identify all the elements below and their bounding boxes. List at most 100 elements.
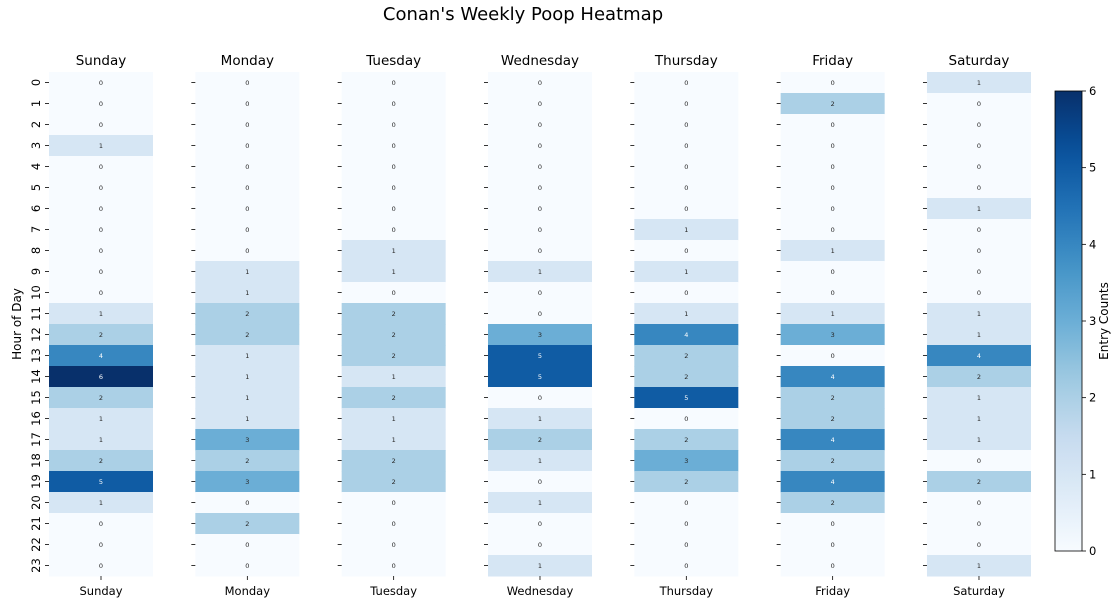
cell-value-label: 2: [392, 394, 396, 402]
cell-value-label: 0: [99, 184, 103, 192]
y-tick-label: 21: [29, 516, 43, 531]
heatmap-cell: [926, 282, 1031, 304]
heatmap-cell: [195, 513, 300, 535]
cell-value-label: 2: [392, 310, 396, 318]
cell-value-label: 2: [99, 331, 103, 339]
heatmap-cell: [195, 198, 300, 220]
cell-value-label: 4: [977, 352, 981, 360]
heatmap-cell: [49, 72, 153, 94]
cell-value-label: 0: [684, 247, 688, 255]
cell-value-label: 1: [684, 310, 688, 318]
cell-value-label: 1: [977, 205, 981, 213]
y-tick-label: 23: [29, 558, 43, 573]
colorbar-tick-label: 0: [1089, 544, 1096, 558]
cell-value-label: 3: [538, 331, 542, 339]
heatmap-cell: [341, 198, 446, 220]
cell-value-label: 0: [684, 562, 688, 570]
cell-value-label: 0: [977, 226, 981, 234]
heatmap-cell: [487, 345, 592, 367]
cell-value-label: 1: [245, 394, 249, 402]
panel-title-tuesday: Tuesday: [365, 53, 421, 69]
heatmap-cell: [634, 261, 739, 283]
heatmap-cell: [487, 408, 592, 430]
cell-value-label: 0: [245, 121, 249, 129]
heatmap-cell: [780, 429, 885, 451]
cell-value-label: 3: [245, 436, 249, 444]
heatmap-cell: [926, 219, 1031, 241]
cell-value-label: 1: [245, 268, 249, 276]
cell-value-label: 1: [392, 415, 396, 423]
heatmap-cell: [780, 471, 885, 493]
heatmap-cell: [487, 240, 592, 262]
colorbar-gradient: [1054, 90, 1083, 552]
heatmap-cell: [341, 555, 446, 577]
cell-value-label: 4: [831, 373, 835, 381]
cell-value-label: 2: [831, 415, 835, 423]
cell-value-label: 1: [99, 415, 103, 423]
heatmap-cell: [780, 156, 885, 178]
heatmap-cell: [195, 366, 300, 388]
heatmap-cell: [195, 534, 300, 556]
cell-value-label: 1: [538, 415, 542, 423]
heatmap-cell: [49, 534, 153, 556]
cell-value-label: 0: [831, 121, 835, 129]
heatmap-cell: [780, 324, 885, 346]
heatmap-cell: [780, 555, 885, 577]
cell-value-label: 2: [99, 394, 103, 402]
y-tick-label: 3: [29, 142, 43, 149]
y-tick-label: 6: [29, 205, 43, 212]
heatmap-cell: [49, 114, 153, 136]
cell-value-label: 0: [538, 142, 542, 150]
cell-value-label: 0: [392, 100, 396, 108]
heatmap-cell: [487, 303, 592, 325]
heatmap-cell: [487, 156, 592, 178]
cell-value-label: 0: [538, 394, 542, 402]
cell-value-label: 0: [99, 79, 103, 87]
heatmap-cell: [49, 366, 153, 388]
heatmap-cell: [926, 156, 1031, 178]
cell-value-label: 5: [538, 373, 542, 381]
heatmap-cell: [926, 387, 1031, 409]
heatmap-cell: [926, 72, 1031, 94]
heatmap-cell: [49, 387, 153, 409]
cell-value-label: 1: [831, 247, 835, 255]
heatmap-cell: [634, 114, 739, 136]
heatmap-cell: [487, 450, 592, 472]
heatmap-cell: [926, 366, 1031, 388]
cell-value-label: 1: [684, 226, 688, 234]
y-tick-label: 2: [29, 121, 43, 128]
heatmap-cell: [926, 135, 1031, 157]
heatmap-cell: [341, 303, 446, 325]
panel-title-wednesday: Wednesday: [501, 53, 579, 69]
heatmap-cell: [341, 93, 446, 115]
heatmap-cell: [487, 429, 592, 451]
cell-value-label: 1: [538, 457, 542, 465]
y-tick-label: 18: [29, 453, 43, 468]
cell-value-label: 1: [977, 394, 981, 402]
heatmap-cell: [341, 471, 446, 493]
cell-value-label: 0: [392, 121, 396, 129]
cell-value-label: 0: [684, 184, 688, 192]
cell-value-label: 5: [538, 352, 542, 360]
heatmap-cell: [780, 198, 885, 220]
cell-value-label: 2: [392, 331, 396, 339]
cell-value-label: 0: [392, 499, 396, 507]
heatmap-cell: [49, 492, 153, 514]
heatmap-cell: [195, 240, 300, 262]
panel-title-saturday: Saturday: [949, 53, 1010, 69]
cell-value-label: 0: [684, 289, 688, 297]
colorbar-tick-label: 4: [1089, 237, 1096, 251]
heatmap-cell: [195, 303, 300, 325]
heatmap-cell: [926, 345, 1031, 367]
cell-value-label: 1: [977, 310, 981, 318]
cell-value-label: 1: [99, 142, 103, 150]
cell-value-label: 2: [245, 331, 249, 339]
cell-value-label: 3: [684, 457, 688, 465]
heatmap-cell: [341, 219, 446, 241]
cell-value-label: 0: [392, 541, 396, 549]
cell-value-label: 0: [831, 268, 835, 276]
cell-value-label: 2: [977, 478, 981, 486]
cell-value-label: 0: [684, 415, 688, 423]
heatmap-cell: [341, 261, 446, 283]
heatmap-cell: [926, 177, 1031, 199]
